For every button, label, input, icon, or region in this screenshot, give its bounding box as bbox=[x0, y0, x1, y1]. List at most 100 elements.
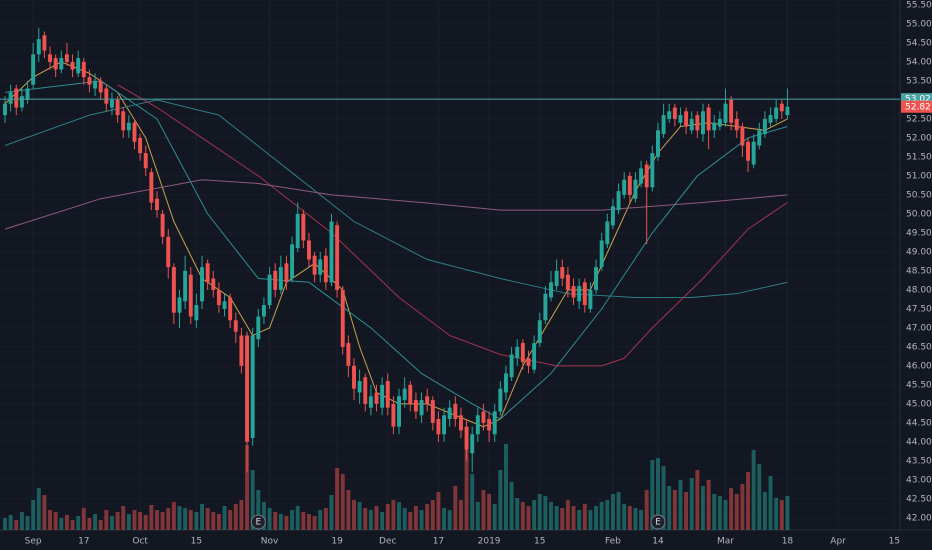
candle-body bbox=[104, 88, 109, 104]
volume-bar bbox=[312, 516, 317, 530]
volume-bar bbox=[779, 500, 784, 530]
candle-body bbox=[565, 274, 570, 290]
candle-body bbox=[498, 388, 503, 412]
price-label: 52.82 bbox=[905, 102, 931, 112]
volume-bar bbox=[453, 486, 458, 530]
candle-body bbox=[81, 61, 86, 78]
candle-body bbox=[757, 130, 762, 146]
candle-body bbox=[504, 373, 508, 393]
candle-body bbox=[571, 286, 576, 298]
volume-bar bbox=[475, 502, 480, 530]
volume-bar bbox=[430, 500, 435, 530]
x-tick-label: 17 bbox=[78, 537, 89, 547]
candle-body bbox=[481, 411, 486, 423]
candle-body bbox=[520, 343, 525, 363]
volume-bar bbox=[121, 506, 126, 530]
candle-body bbox=[70, 61, 75, 70]
volume-bar bbox=[464, 444, 469, 530]
volume-bar bbox=[504, 444, 508, 530]
volume-bar bbox=[678, 480, 683, 530]
y-tick-label: 54.50 bbox=[906, 38, 932, 48]
volume-bar bbox=[672, 490, 677, 530]
candle-body bbox=[672, 107, 677, 119]
event-marker bbox=[650, 514, 666, 530]
volume-bar bbox=[785, 496, 790, 530]
candle-body bbox=[295, 213, 300, 249]
volume-bar bbox=[537, 494, 542, 530]
volume-bar bbox=[228, 510, 233, 530]
volume-bar bbox=[115, 512, 120, 530]
volume-bar bbox=[25, 516, 30, 530]
candle-body bbox=[526, 358, 531, 366]
x-tick-label: Dec bbox=[379, 537, 396, 547]
candle-body bbox=[222, 301, 227, 309]
volume-bar bbox=[442, 508, 447, 530]
x-tick-label: 15 bbox=[191, 537, 202, 547]
volume-bar bbox=[261, 502, 266, 530]
volume-bar bbox=[19, 512, 24, 530]
candle-body bbox=[76, 58, 81, 74]
volume-bar bbox=[639, 510, 644, 530]
y-tick-label: 55.50 bbox=[906, 0, 932, 10]
volume-bar bbox=[667, 486, 672, 530]
volume-bar bbox=[104, 510, 109, 530]
volume-bar bbox=[42, 495, 47, 530]
volume-bar bbox=[520, 502, 525, 530]
volume-bar bbox=[712, 494, 717, 530]
y-tick-label: 42.50 bbox=[906, 494, 932, 504]
candle-body bbox=[729, 99, 734, 123]
y-tick-label: 48.00 bbox=[906, 285, 932, 295]
volume-bar bbox=[762, 492, 767, 530]
candle-body bbox=[661, 115, 666, 135]
candle-body bbox=[689, 118, 694, 131]
volume-bar bbox=[290, 510, 295, 530]
x-tick-label: 17 bbox=[433, 537, 444, 547]
volume-bar bbox=[515, 498, 520, 530]
volume-bar bbox=[380, 512, 385, 530]
volume-bar bbox=[695, 470, 700, 530]
candle-body bbox=[762, 118, 767, 135]
candle-body bbox=[509, 354, 514, 378]
volume-bar bbox=[273, 512, 278, 530]
volume-bar bbox=[368, 510, 373, 530]
volume-bar bbox=[723, 500, 728, 530]
volume-bar bbox=[565, 500, 570, 530]
candle-body bbox=[464, 426, 469, 450]
candle-body bbox=[515, 346, 520, 359]
volume-bar bbox=[706, 480, 711, 530]
volume-bar bbox=[171, 502, 176, 530]
volume-bar bbox=[487, 494, 492, 530]
candle-body bbox=[64, 54, 69, 62]
volume-bar bbox=[323, 508, 328, 530]
volume-bar bbox=[374, 506, 379, 530]
volume-bar bbox=[329, 495, 334, 530]
volume-bar bbox=[346, 490, 351, 530]
candle-body bbox=[430, 400, 435, 423]
volume-bar bbox=[577, 510, 582, 530]
x-tick-label: Nov bbox=[261, 537, 279, 547]
volume-bar bbox=[3, 518, 7, 530]
volume-bar bbox=[155, 510, 159, 530]
volume-bar bbox=[633, 508, 638, 530]
volume-bar bbox=[143, 515, 148, 530]
candle-body bbox=[93, 80, 98, 89]
y-tick-label: 47.00 bbox=[906, 323, 932, 333]
y-tick-label: 44.00 bbox=[906, 437, 932, 447]
volume-bar bbox=[160, 512, 165, 530]
volume-bar bbox=[278, 514, 283, 530]
candle-body bbox=[554, 270, 559, 287]
volume-bar bbox=[183, 508, 188, 530]
price-label-box bbox=[901, 100, 932, 113]
candle-body bbox=[543, 293, 548, 321]
candle-body bbox=[639, 168, 644, 184]
candle-body bbox=[447, 407, 452, 420]
volume-bar bbox=[402, 508, 407, 530]
volume-bar bbox=[717, 496, 722, 530]
x-tick-label: Oct bbox=[132, 537, 148, 547]
candle-body bbox=[549, 282, 553, 298]
y-tick-label: 42.00 bbox=[906, 513, 932, 523]
volume-bar bbox=[166, 508, 171, 530]
x-tick-label: Apr bbox=[830, 537, 846, 547]
volume-bar bbox=[250, 470, 255, 530]
candle-body bbox=[290, 244, 295, 279]
